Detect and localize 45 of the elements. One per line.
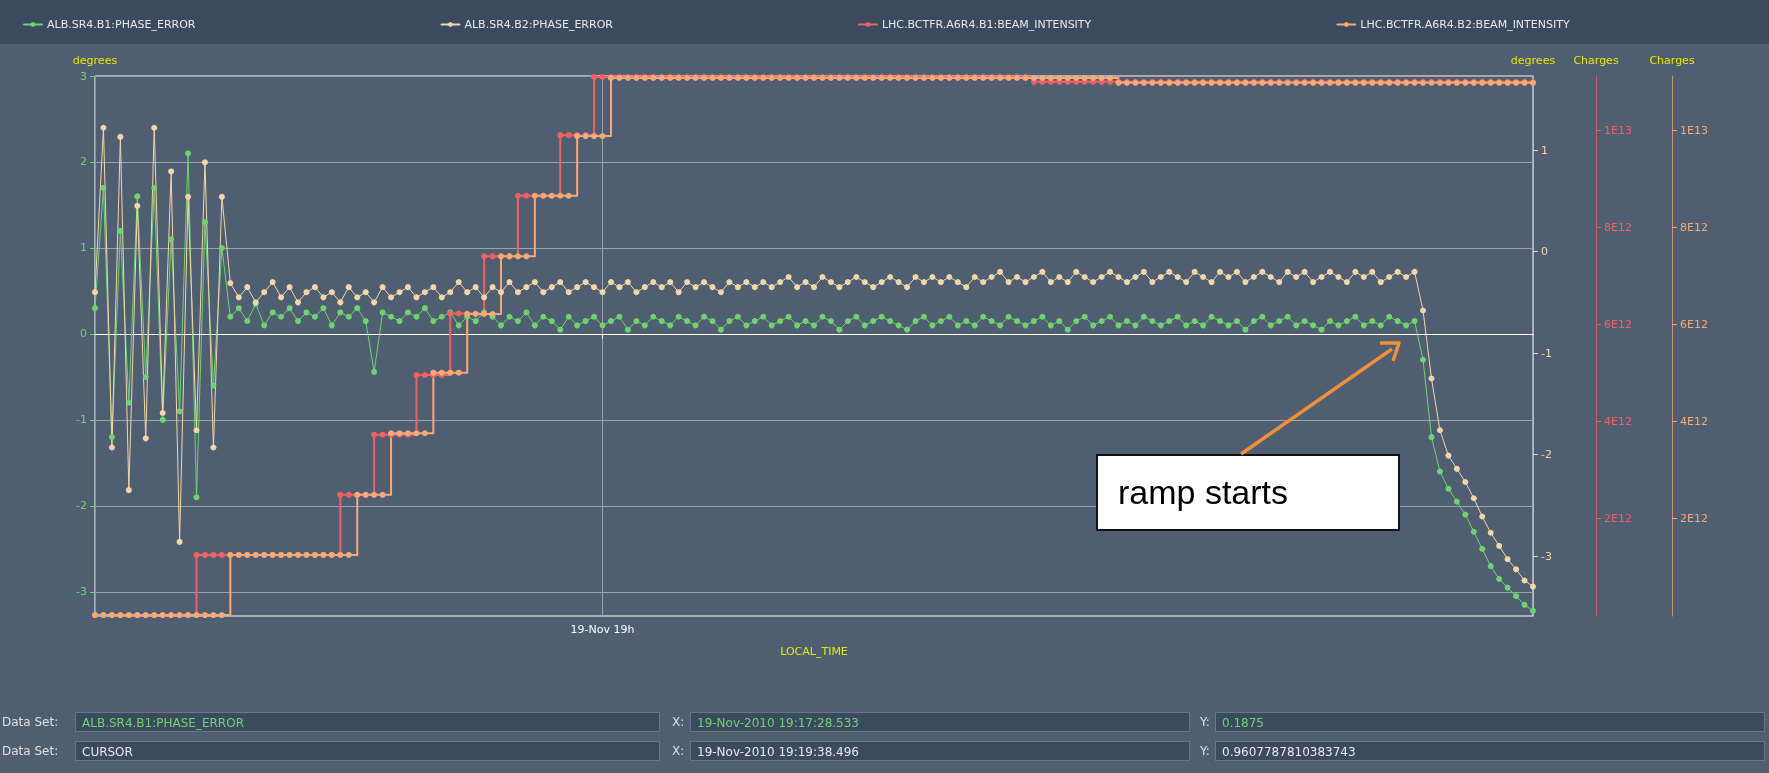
- y-tick-label: 2: [80, 155, 87, 169]
- x-axis-title: LOCAL_TIME: [780, 645, 848, 658]
- text: 19-Nov-2010 19:17:28.533: [690, 712, 1190, 732]
- y2-tick-label: -3: [1541, 549, 1552, 563]
- text: 2E12: [1680, 511, 1708, 525]
- text: Y:: [1200, 744, 1210, 758]
- y-tick-label: -1: [76, 413, 87, 427]
- text: CURSOR: [75, 741, 660, 761]
- text: 6E12: [1680, 317, 1708, 331]
- legend-label: LHC.BCTFR.A6R4.B2:BEAM_INTENSITY: [1360, 18, 1570, 31]
- y-tick-label: 3: [80, 69, 87, 83]
- y3-tick-label: 2E12: [1604, 511, 1632, 525]
- text: X:: [672, 715, 685, 729]
- text: 1E13: [1680, 123, 1708, 137]
- y2-tick-label: 1: [1541, 143, 1548, 157]
- text: X:: [672, 744, 685, 758]
- y-tick-label: -3: [76, 585, 87, 599]
- text: Data Set:: [2, 715, 59, 729]
- y2-tick-label: -2: [1541, 448, 1552, 462]
- y-tick-label: 1: [80, 241, 87, 255]
- text: 19-Nov-2010 19:19:38.496: [690, 741, 1190, 761]
- x-tick-label: 19-Nov 19h: [570, 623, 635, 636]
- legend-label: LHC.BCTFR.A6R4.B1:BEAM_INTENSITY: [881, 18, 1092, 31]
- y3-axis-title: Charges: [1573, 54, 1619, 67]
- y3-tick-label: 6E12: [1604, 317, 1632, 331]
- legend-label: ALB.SR4.B2:PHASE_ERROR: [464, 18, 614, 31]
- text: 4E12: [1680, 414, 1708, 428]
- y3-tick-label: 8E12: [1604, 220, 1632, 234]
- text: 0.9607787810383743: [1215, 741, 1765, 761]
- callout-box: ramp starts: [1096, 454, 1400, 531]
- text: Data Set:: [2, 744, 59, 758]
- text: 8E12: [1680, 220, 1708, 234]
- text: Charges: [1649, 54, 1695, 67]
- y-tick-label: 0: [80, 327, 87, 341]
- y2-axis-title: degrees: [1510, 54, 1556, 67]
- y3-tick-label: 1E13: [1604, 123, 1632, 137]
- y-tick-label: -2: [76, 499, 87, 513]
- text: 0.1875: [1215, 712, 1765, 732]
- text: Y:: [1200, 715, 1210, 729]
- y-axis-title: degrees: [72, 54, 118, 67]
- y3-tick-label: 4E12: [1604, 414, 1632, 428]
- y2-tick-label: -1: [1541, 346, 1552, 360]
- text: ALB.SR4.B1:PHASE_ERROR: [75, 712, 660, 732]
- y2-tick-label: 0: [1541, 245, 1548, 259]
- legend-label: ALB.SR4.B1:PHASE_ERROR: [47, 18, 196, 31]
